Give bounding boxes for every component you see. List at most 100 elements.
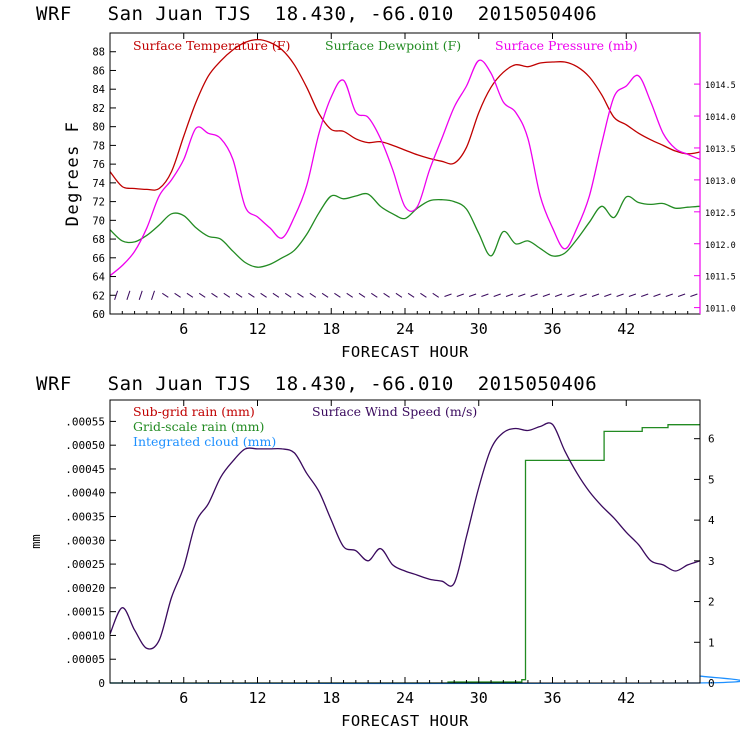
wind-barb: [174, 292, 181, 298]
wind-barb: [272, 292, 280, 298]
wind-barb: [604, 293, 612, 297]
wind-barb: [505, 293, 514, 297]
chart-1-x-tick-label: 36: [543, 320, 561, 338]
wind-barb: [383, 292, 390, 298]
chart-2-series-surface-wind-speed-m-s-line: [109, 422, 701, 650]
wind-barb: [346, 292, 353, 298]
chart-1-y-tick-label: 70: [92, 215, 105, 227]
chart-2-y-tick-label: .00015: [65, 606, 105, 619]
wind-barb: [395, 292, 403, 298]
chart-2-y2-tick-label: 0: [708, 677, 715, 690]
wind-barb: [579, 293, 587, 297]
wind-barb: [456, 293, 464, 297]
chart-1-y-tick-label: 68: [92, 234, 105, 246]
wind-barb: [260, 292, 267, 298]
chart-2-y2-tick-label: 2: [708, 596, 715, 609]
chart-2-y-tick-label: .00030: [65, 534, 105, 547]
wind-barb: [653, 293, 661, 297]
chart-2-x-tick-label: 6: [179, 689, 188, 707]
chart-2-y2-tick-label: 1: [708, 636, 715, 649]
chart-2-title: WRF San Juan TJS 18.430, -66.010 2015050…: [36, 373, 598, 395]
chart-1-y2-tick-label: 1012.0: [705, 241, 736, 251]
wind-barb: [481, 293, 489, 297]
chart-1-x-tick-label: 6: [179, 320, 188, 338]
chart-1-y-tick-label: 66: [92, 253, 105, 265]
wind-barb: [407, 292, 415, 298]
wind-barb: [358, 292, 366, 298]
chart-2-y2-tick-label: 5: [708, 473, 715, 486]
chart-1-title: WRF San Juan TJS 18.430, -66.010 2015050…: [36, 3, 598, 25]
chart-2-y-tick-label: .00005: [65, 653, 105, 666]
wind-barb: [616, 293, 624, 297]
wind-barb: [518, 293, 526, 297]
chart-1-x-tick-label: 24: [396, 320, 414, 338]
chart-2-x-tick-label: 24: [396, 689, 414, 707]
chart-2-x-tick-label: 18: [322, 689, 340, 707]
chart-1-y-tick-label: 80: [92, 122, 105, 134]
chart-2-x-axis-label: FORECAST HOUR: [341, 712, 469, 730]
chart-1-y-tick-label: 86: [92, 65, 105, 77]
chart-2-y-tick-label: .00025: [65, 558, 105, 571]
chart-2-y-tick-label: .00010: [65, 629, 105, 642]
wind-barb: [126, 290, 131, 300]
chart-1-legend-pressure: Surface Pressure (mb): [495, 38, 638, 53]
chart-1-x-tick-label: 18: [322, 320, 340, 338]
wind-barb: [530, 293, 538, 297]
wind-barb: [248, 292, 255, 298]
wind-barb: [235, 292, 243, 298]
wind-barb: [309, 292, 317, 298]
wind-barb: [198, 292, 206, 298]
chart-2-legend-cloud: Integrated cloud (mm): [133, 434, 276, 449]
wind-barb: [371, 292, 378, 298]
chart-2-y-tick-label: .00035: [65, 511, 105, 524]
wind-barb: [567, 293, 575, 297]
wind-barb: [162, 292, 169, 298]
chart-1-legend-dewpoint: Surface Dewpoint (F): [325, 38, 461, 53]
wind-barb: [554, 293, 563, 297]
wind-barb: [628, 293, 637, 297]
chart-2-y-tick-label: .00055: [65, 415, 105, 428]
wind-barb: [186, 292, 194, 298]
wind-barb: [211, 292, 218, 298]
wind-barb: [468, 293, 477, 297]
chart-1-y2-tick-label: 1013.5: [705, 145, 736, 155]
chart-2-legend-wind-speed: Surface Wind Speed (m/s): [312, 404, 477, 419]
wind-barb: [334, 292, 341, 298]
chart-1-y-tick-label: 78: [92, 140, 105, 152]
chart-1-y2-tick-label: 1014.5: [705, 81, 736, 91]
chart-2-y2-tick-label: 4: [708, 514, 715, 527]
chart-2-y-axis-label: mm: [29, 534, 43, 548]
chart-1-x-tick-label: 42: [617, 320, 635, 338]
chart-1-y2-tick-label: 1011.0: [705, 305, 736, 315]
chart-1-legend-temperature: Surface Temperature (F): [133, 38, 290, 53]
chart-1-y2-tick-label: 1011.5: [705, 273, 736, 283]
wind-barb: [420, 292, 427, 298]
chart-1-series-surface-dewpoint-f-line: [109, 192, 701, 268]
chart-2-legend-grid-rain: Grid-scale rain (mm): [133, 419, 264, 434]
chart-1-y-tick-label: 76: [92, 159, 105, 171]
chart-1-y-tick-label: 60: [92, 309, 105, 321]
wind-barb: [432, 292, 439, 298]
chart-1-y-tick-label: 82: [92, 103, 105, 115]
chart-2-y-tick-label: .00020: [65, 582, 105, 595]
chart-1-y-tick-label: 72: [92, 197, 105, 209]
chart-1-y-tick-label: 74: [92, 178, 105, 190]
chart-2-x-tick-label: 42: [617, 689, 635, 707]
wind-barb: [591, 293, 600, 297]
chart-2-y-tick-label: .00045: [65, 463, 105, 476]
wind-barb: [114, 290, 119, 300]
chart-1-wind-barbs: [114, 290, 698, 300]
wind-barb: [444, 293, 452, 297]
chart-1-y-tick-label: 84: [92, 84, 105, 96]
chart-1-x-axis-label: FORECAST HOUR: [341, 343, 469, 361]
chart-2-y-tick-label: .00040: [65, 487, 105, 500]
wind-barb: [321, 292, 329, 298]
wind-barb: [223, 292, 231, 298]
wind-barb: [284, 292, 292, 298]
chart-2-x-tick-label: 12: [248, 689, 266, 707]
chart-1-y2-tick-label: 1012.5: [705, 209, 736, 219]
chart-1-x-tick-label: 12: [248, 320, 266, 338]
chart-1-y2-tick-label: 1014.0: [705, 113, 736, 123]
chart-1-series-surface-temperature-f-line: [109, 38, 701, 191]
